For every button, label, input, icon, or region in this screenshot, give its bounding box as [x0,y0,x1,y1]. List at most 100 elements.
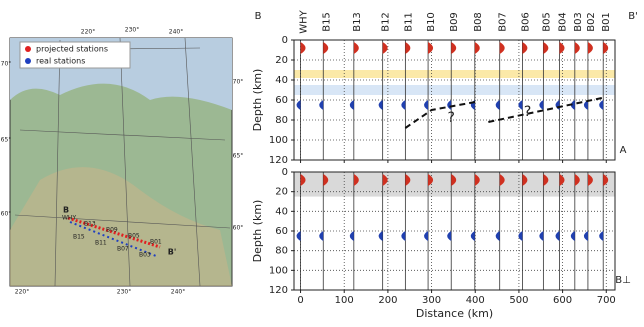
profile-end: B' [168,248,177,257]
station-label: B01 [150,239,162,246]
trace-lobe [319,231,324,241]
station-name: B12 [381,12,392,32]
trace-lobe [574,173,580,186]
y-tick-label: 20 [275,55,288,66]
trace-lobe [583,231,588,241]
trace-lobe [603,173,609,186]
trace-lobe [599,231,604,241]
y-tick-label: 120 [269,155,288,166]
lon-label: 230° [117,289,131,296]
lon-label: 230° [125,27,139,34]
trace-lobe [559,173,565,186]
trace-lobe [405,173,411,186]
panel-label: B⊥ [615,275,631,286]
x-tick-label: 300 [422,295,441,306]
trace-lobe [555,231,560,241]
trace-lobe [447,100,452,110]
station-name: B08 [473,12,484,32]
trace-lobe [319,100,324,110]
y-tick-label: 40 [275,75,288,86]
map: projected stations real stations [9,37,233,287]
trace-lobe [495,231,500,241]
trace-lobe [570,231,575,241]
station-name: B05 [541,12,552,32]
lon-label: 240° [169,29,183,36]
profile-end: B [63,206,69,215]
trace-lobe [451,42,457,54]
station-name: B04 [558,12,569,32]
trace-lobe [296,100,301,110]
trace-lobe [447,231,452,241]
trace-lobe [401,100,406,110]
trace-lobe [323,173,329,186]
trace-lobe [518,231,523,241]
x-tick-label: 600 [553,295,572,306]
station-label: WHY [62,215,76,222]
trace-lobe [382,42,388,54]
profile-projected [67,216,161,249]
lon-label: 220° [15,289,29,296]
trace-lobe [574,42,580,54]
y-axis-label: Depth (km) [251,69,264,132]
mountains [10,167,232,286]
trace-lobe [522,42,528,54]
y-tick-label: 120 [269,285,288,296]
y-tick-label: 100 [269,265,288,276]
y-tick-label: 20 [275,187,288,198]
trace-lobe [300,42,306,54]
x-tick-label: 200 [378,295,397,306]
trace-lobe [428,173,434,186]
trace-lobe [555,100,560,110]
trace-lobe [499,42,505,54]
trace-lobe [570,100,575,110]
station-label: B05 [128,233,140,240]
y-axis-label: Depth (km) [251,200,264,263]
station-name: WHY [299,9,310,33]
trace-lobe [349,100,354,110]
y-tick-label: 100 [269,135,288,146]
station-name: B13 [352,12,363,32]
trace-lobe [587,173,593,186]
depth-band [294,70,615,78]
x-axis-label: Distance (km) [416,307,493,320]
interpreted-boundary [488,97,603,123]
lat-label: 70° [233,79,244,86]
x-tick-label: 100 [335,295,354,306]
x-tick-label: 400 [466,295,485,306]
legend-swatch [25,46,31,52]
trace-lobe [405,42,411,54]
trace-lobe [583,100,588,110]
x-tick-label: 0 [297,295,303,306]
station-label: B11 [95,240,107,247]
section-end: B' [628,11,638,22]
station-name: B03 [573,12,584,32]
lat-label: 60° [1,211,12,218]
y-tick-label: 60 [275,95,288,106]
y-tick-label: 80 [275,115,288,126]
trace-lobe [378,100,383,110]
lat-label: 70° [1,61,12,68]
y-tick-label: 40 [275,206,288,217]
trace-lobe [474,42,480,54]
trace-lobe [296,231,301,241]
annotation: ? [448,110,455,126]
station-label: B15 [73,234,85,241]
lon-label: 240° [171,289,185,296]
lat-label: 60° [233,225,244,232]
station-name: B09 [449,12,460,32]
trace-lobe [518,100,523,110]
trace-lobe [428,42,434,54]
station-name: B02 [586,12,597,32]
station-name: B10 [426,12,437,32]
trace-lobe [559,42,565,54]
station-name: B11 [403,12,414,32]
station-label: B09 [106,227,118,234]
trace-lobe [474,173,480,186]
y-tick-label: 80 [275,246,288,257]
lat-label: 65° [233,153,244,160]
trace-lobe [401,231,406,241]
interpreted-boundary [404,101,476,129]
profile-real [69,221,157,257]
station-label: B07 [117,246,129,253]
